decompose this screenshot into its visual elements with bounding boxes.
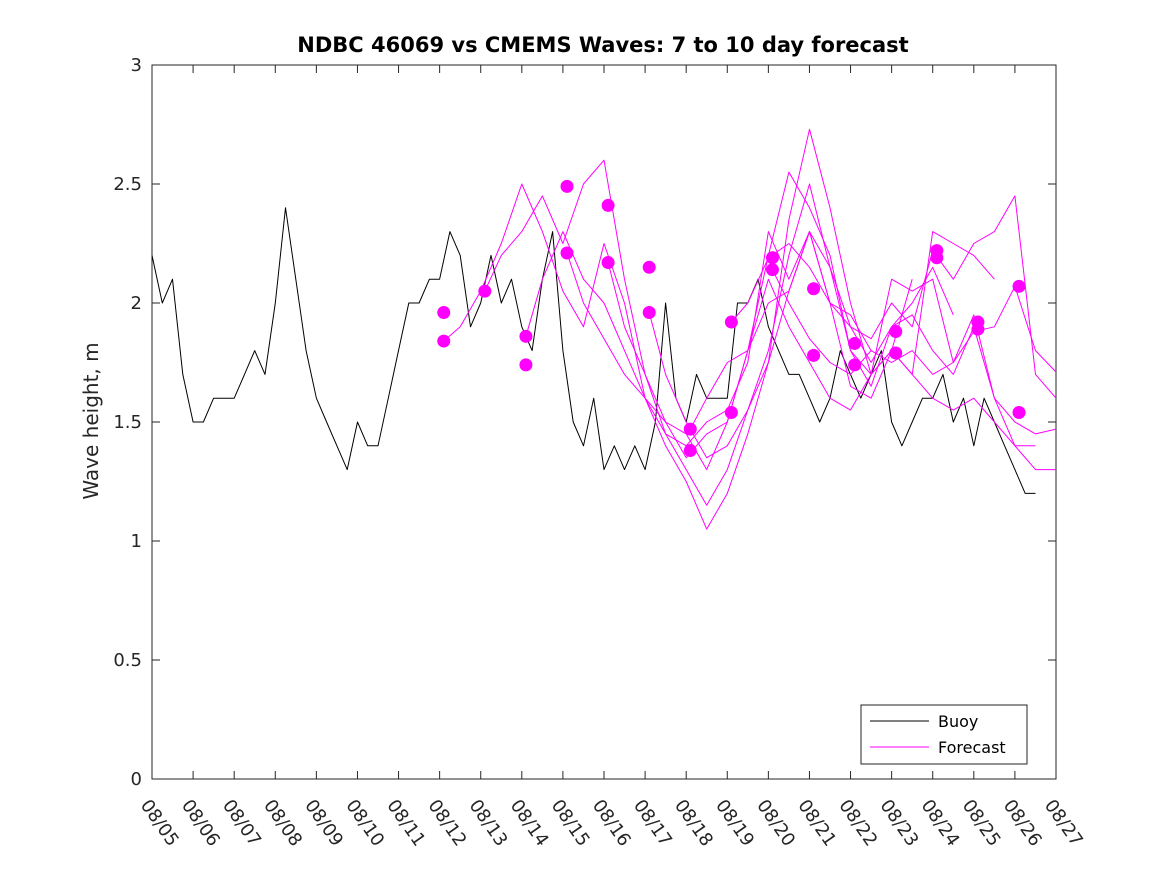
forecast-marker [560, 246, 574, 260]
forecast-series-line [484, 128, 913, 506]
forecast-series-line [607, 262, 1036, 459]
forecast-marker [724, 315, 738, 329]
forecast-series-line [566, 231, 995, 447]
y-tick-label: 3 [131, 55, 142, 76]
legend-buoy-label: Buoy [938, 712, 978, 731]
forecast-marker [560, 179, 574, 193]
forecast-series-line [731, 195, 1057, 399]
legend: Buoy Forecast [860, 704, 1028, 765]
forecast-marker [848, 358, 862, 372]
y-tick-label: 2 [131, 293, 142, 314]
forecast-marker [683, 444, 697, 458]
forecast-marker [724, 405, 738, 419]
forecast-marker [519, 358, 533, 372]
chart-title: NDBC 46069 vs CMEMS Waves: 7 to 10 day f… [297, 33, 908, 57]
forecast-marker [889, 346, 903, 360]
forecast-series-line [689, 231, 1056, 471]
forecast-marker [683, 422, 697, 436]
forecast-marker [642, 260, 656, 274]
forecast-marker [807, 348, 821, 362]
legend-box [860, 704, 1028, 765]
y-tick-label: 2.5 [113, 174, 142, 195]
forecast-marker [601, 198, 615, 212]
forecast-marker [601, 256, 615, 270]
forecast-marker [889, 325, 903, 339]
forecast-marker [848, 336, 862, 350]
y-axis-label: Wave height, m [79, 342, 103, 499]
forecast-marker [1012, 279, 1026, 293]
forecast-marker [642, 306, 656, 320]
forecast-marker [971, 322, 985, 336]
y-tick-label: 0 [131, 769, 142, 790]
buoy-series-line [151, 207, 1036, 494]
forecast-series-line [648, 183, 1057, 459]
forecast-marker [437, 334, 451, 348]
forecast-marker [930, 251, 944, 265]
y-tick-label: 0.5 [113, 650, 142, 671]
y-tick-label: 1 [131, 531, 142, 552]
y-tick-label: 1.5 [113, 412, 142, 433]
forecast-marker [437, 306, 451, 320]
forecast-marker [765, 251, 779, 265]
forecast-marker [478, 284, 492, 298]
forecast-series-line [772, 269, 1057, 375]
forecast-marker [519, 329, 533, 343]
forecast-marker [807, 282, 821, 296]
forecast-marker [1012, 405, 1026, 419]
legend-forecast-label: Forecast [938, 738, 1006, 757]
forecast-marker [765, 263, 779, 277]
